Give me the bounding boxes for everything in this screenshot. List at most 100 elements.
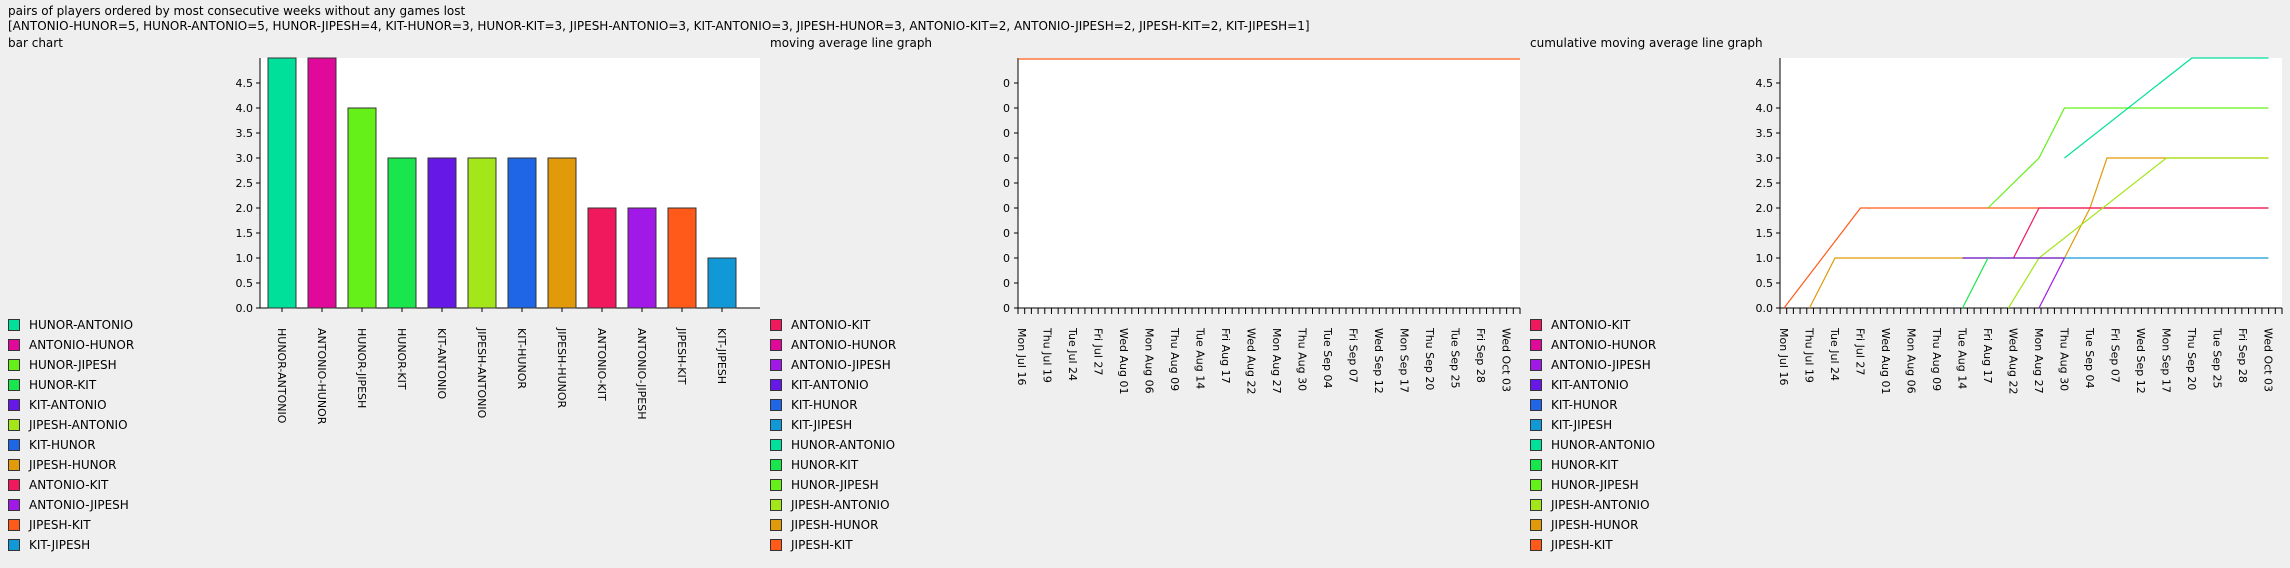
legend-swatch: [8, 479, 20, 491]
y-tick-label: 0: [1003, 152, 1010, 165]
y-tick-label: 0: [1003, 102, 1010, 115]
legend-swatch: [1530, 479, 1542, 491]
x-tick-label: Mon Jul 16: [1777, 328, 1790, 385]
legend-label: KIT-HUNOR: [1551, 398, 1618, 412]
legend-swatch: [770, 339, 782, 351]
legend-item: ANTONIO-JIPESH: [8, 495, 134, 515]
legend-label: KIT-ANTONIO: [1551, 378, 1629, 392]
bar: [707, 257, 737, 309]
legend-swatch: [8, 359, 20, 371]
bar: [467, 157, 497, 309]
y-tick-label: 4.5: [1756, 77, 1774, 90]
legend-label: JIPESH-HUNOR: [791, 518, 879, 532]
legend-swatch: [770, 399, 782, 411]
legend-label: HUNOR-KIT: [791, 458, 859, 472]
legend-label: HUNOR-JIPESH: [29, 358, 117, 372]
y-tick-label: 0: [1003, 127, 1010, 140]
legend-swatch: [1530, 399, 1542, 411]
y-tick-label: 0.5: [236, 277, 254, 290]
bar: [307, 57, 337, 309]
y-tick-label: 0: [1003, 252, 1010, 265]
legend-swatch: [8, 419, 20, 431]
legend-swatch: [770, 539, 782, 551]
y-tick-label: 0: [1003, 302, 1010, 315]
y-tick-label: 2.0: [236, 202, 254, 215]
legend-swatch: [1530, 459, 1542, 471]
legend-item: KIT-HUNOR: [770, 395, 896, 415]
legend-swatch: [770, 519, 782, 531]
y-tick-label: 0: [1003, 227, 1010, 240]
legend-label: JIPESH-ANTONIO: [1551, 498, 1650, 512]
legend-label: ANTONIO-KIT: [29, 478, 109, 492]
bar-chart-label: bar chart: [8, 36, 63, 50]
y-tick-label: 3.5: [236, 127, 254, 140]
legend-swatch: [770, 499, 782, 511]
bar-chart-legend: HUNOR-ANTONIO ANTONIO-HUNOR HUNOR-JIPESH HU…: [8, 315, 134, 555]
legend-item: KIT-JIPESH: [8, 535, 134, 555]
legend-item: JIPESH-HUNOR: [1530, 515, 1656, 535]
bar: [267, 57, 297, 309]
x-tick-label: ANTONIO-KIT: [595, 328, 608, 401]
x-tick-label: Mon Sep 17: [1397, 328, 1410, 393]
series-line: [2038, 257, 2066, 309]
legend-item: KIT-ANTONIO: [1530, 375, 1656, 395]
x-tick-label: Wed Aug 01: [1117, 328, 1130, 394]
legend-item: JIPESH-ANTONIO: [8, 415, 134, 435]
x-tick-label: Tue Aug 14: [1193, 327, 1206, 389]
y-tick-label: 0: [1003, 277, 1010, 290]
legend-swatch: [8, 379, 20, 391]
legend-swatch: [1530, 319, 1542, 331]
legend-label: KIT-ANTONIO: [791, 378, 869, 392]
x-tick-label: Wed Oct 03: [1499, 328, 1512, 392]
legend-label: KIT-ANTONIO: [29, 398, 107, 412]
legend-swatch: [1530, 439, 1542, 451]
legend-label: HUNOR-ANTONIO: [1551, 438, 1656, 452]
legend-item: JIPESH-HUNOR: [8, 455, 134, 475]
legend-label: HUNOR-ANTONIO: [791, 438, 896, 452]
legend-item: JIPESH-KIT: [1530, 535, 1656, 555]
x-tick-label: Wed Aug 22: [2006, 328, 2019, 394]
x-tick-label: Wed Sep 12: [2134, 328, 2147, 394]
legend-item: JIPESH-ANTONIO: [1530, 495, 1656, 515]
x-tick-label: Fri Sep 28: [1474, 328, 1487, 383]
x-tick-label: Thu Aug 09: [1930, 327, 1943, 391]
x-tick-label: ANTONIO-JIPESH: [635, 328, 648, 419]
legend-swatch: [770, 459, 782, 471]
y-tick-label: 1.5: [236, 227, 254, 240]
series-line: [2007, 157, 2269, 309]
legend-label: KIT-JIPESH: [29, 538, 91, 552]
legend-swatch: [8, 339, 20, 351]
moving-average-chart: Mon Jul 16 Thu Jul 19 Tue Jul 24 Fri Jul 27…: [1003, 58, 1521, 394]
y-tick-label: 4.0: [1756, 102, 1774, 115]
legend-swatch: [8, 519, 20, 531]
legend-item: HUNOR-JIPESH: [8, 355, 134, 375]
y-tick-label: 4.5: [236, 77, 254, 90]
x-tick-label: Fri Jul 27: [1853, 328, 1866, 375]
y-tick-label: 1.0: [1756, 252, 1774, 265]
x-tick-label: Fri Sep 07: [2108, 328, 2121, 383]
legend-swatch: [8, 319, 20, 331]
legend-label: ANTONIO-HUNOR: [791, 338, 897, 352]
y-tick-label: 0.0: [1756, 302, 1774, 315]
legend-swatch: [8, 539, 20, 551]
x-tick-label: Mon Aug 27: [2032, 328, 2045, 394]
legend-label: JIPESH-HUNOR: [1551, 518, 1639, 532]
x-tick-label: Mon Jul 16: [1015, 328, 1028, 385]
legend-label: ANTONIO-KIT: [1551, 318, 1631, 332]
x-tick-label: Mon Aug 06: [1142, 328, 1155, 394]
y-tick-label: 4.0: [236, 102, 254, 115]
legend-swatch: [1530, 519, 1542, 531]
x-tick-label: Thu Jul 19: [1040, 327, 1053, 383]
legend-item: HUNOR-ANTONIO: [8, 315, 134, 335]
legend-item: ANTONIO-JIPESH: [1530, 355, 1656, 375]
bar: [547, 157, 577, 309]
y-tick-label: 0: [1003, 177, 1010, 190]
legend-swatch: [770, 439, 782, 451]
legend-swatch: [770, 379, 782, 391]
series-line: [1808, 157, 2269, 309]
legend-swatch: [8, 439, 20, 451]
x-tick-label: Wed Aug 01: [1879, 328, 1892, 394]
legend-swatch: [770, 419, 782, 431]
bar: [507, 157, 537, 309]
x-tick-label: Fri Aug 17: [1219, 328, 1232, 384]
